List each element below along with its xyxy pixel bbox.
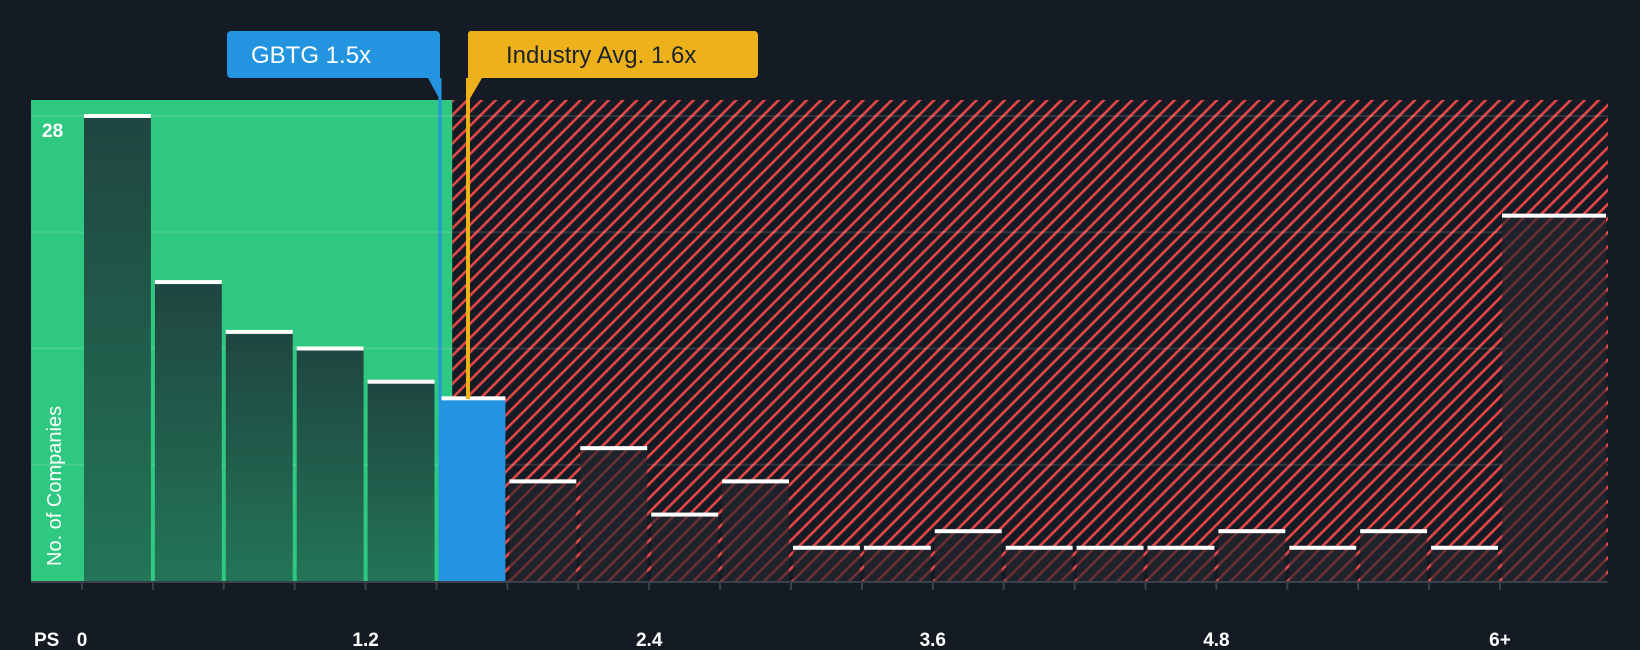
bar-cap xyxy=(651,512,719,517)
bar-cap xyxy=(1431,545,1498,550)
histogram-bar xyxy=(1076,545,1144,581)
y-max-label: 28 xyxy=(42,121,63,142)
bar-cap xyxy=(154,280,222,285)
histogram-bar xyxy=(651,512,719,581)
bar-cap xyxy=(296,346,364,351)
histogram-bar xyxy=(793,545,860,581)
bar-cap xyxy=(1147,545,1215,550)
bar-cap xyxy=(1005,545,1073,550)
histogram-bar xyxy=(722,479,789,581)
bar-cap xyxy=(722,479,789,484)
bar-cap xyxy=(1076,545,1144,550)
bar-cap xyxy=(225,329,293,334)
x-tick-label: 0 xyxy=(77,630,88,650)
company-marker: GBTG 1.5x xyxy=(227,31,442,581)
bar-cap xyxy=(934,529,1002,534)
x-tick-label: 1.2 xyxy=(352,630,378,650)
bar-cap xyxy=(84,114,151,118)
value-markers: GBTG 1.5x Industry Avg. 1.6x xyxy=(227,31,758,581)
histogram-bar xyxy=(1502,213,1606,581)
x-ticks: 0 1.2 2.4 3.6 4.8 6+ xyxy=(77,582,1511,650)
x-tick-label: 3.6 xyxy=(920,630,946,650)
industry-callout xyxy=(467,31,758,102)
x-axis: 0 1.2 2.4 3.6 4.8 6+ PS xyxy=(31,581,1608,650)
bar-cap xyxy=(863,545,931,550)
gridlines xyxy=(31,115,1608,466)
y-axis-title: No. of Companies xyxy=(44,406,66,566)
company-callout xyxy=(227,31,440,100)
histogram-bar xyxy=(1147,545,1215,581)
bar-cap xyxy=(1360,529,1428,534)
histogram-bar xyxy=(1218,529,1286,581)
histogram-bar xyxy=(367,379,435,581)
y-axis: 28 No. of Companies xyxy=(42,121,66,566)
bar-cap xyxy=(1218,529,1286,534)
x-tick-label: 6+ xyxy=(1489,630,1511,650)
bar-cap xyxy=(367,379,435,384)
histogram-bar xyxy=(154,280,222,581)
industry-marker: Industry Avg. 1.6x xyxy=(466,31,758,399)
histogram-bar xyxy=(438,396,506,581)
bar-cap xyxy=(1502,213,1606,218)
company-callout-label: GBTG 1.5x xyxy=(251,42,371,69)
bar-cap xyxy=(509,479,577,484)
histogram-bar xyxy=(863,545,931,581)
histogram-bar xyxy=(1360,529,1428,581)
histogram-bar xyxy=(509,479,577,581)
histogram-bars xyxy=(84,114,1606,581)
industry-callout-label: Industry Avg. 1.6x xyxy=(506,42,696,69)
x-axis-title: PS xyxy=(34,630,59,650)
x-tick-label: 4.8 xyxy=(1203,630,1229,650)
histogram-bar xyxy=(1005,545,1073,581)
histogram-bar xyxy=(1431,545,1498,581)
histogram-bar xyxy=(225,329,293,581)
bar-cap xyxy=(1289,545,1357,550)
bar-cap xyxy=(793,545,860,550)
x-tick-label: 2.4 xyxy=(636,630,663,650)
histogram-bar xyxy=(84,114,151,581)
bar-cap xyxy=(438,396,506,401)
histogram-bar xyxy=(934,529,1002,581)
bar-cap xyxy=(580,446,648,451)
histogram-bar xyxy=(1289,545,1357,581)
histogram-bar xyxy=(296,346,364,581)
histogram-bar xyxy=(580,446,648,581)
